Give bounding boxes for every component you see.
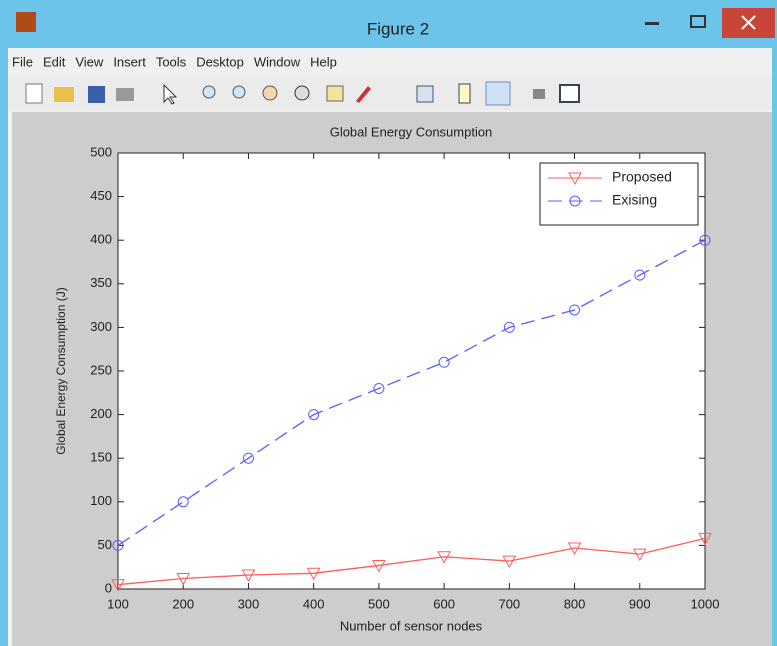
menu-item[interactable]: Window [254, 54, 301, 69]
y-tick-label: 350 [90, 275, 112, 290]
y-tick-label: 500 [90, 144, 112, 159]
y-tick-label: 250 [90, 362, 112, 377]
x-tick-label: 500 [368, 596, 390, 611]
marker [176, 573, 191, 586]
legend-icon[interactable] [485, 81, 511, 106]
legend-label: Proposed [612, 169, 672, 185]
link-icon[interactable] [416, 85, 434, 103]
menu-item[interactable]: Insert [113, 54, 146, 69]
pointer-icon[interactable] [163, 83, 178, 105]
brush-icon[interactable] [356, 86, 371, 103]
open-icon[interactable] [54, 87, 74, 102]
y-tick-label: 100 [90, 493, 112, 508]
menu-item[interactable]: Tools [156, 54, 187, 69]
menu-bar: File Edit View Insert Tools Desktop Window Help [12, 54, 337, 69]
x-tick-label: 200 [172, 596, 194, 611]
marker [437, 551, 451, 564]
toolbar [8, 76, 772, 110]
x-tick-label: 600 [433, 596, 455, 611]
marker [308, 409, 320, 421]
marker [177, 496, 189, 508]
print-icon[interactable] [116, 88, 134, 101]
chart-title: Global Energy Consumption [330, 124, 493, 139]
marker [699, 234, 711, 246]
toolbar-icons [25, 81, 580, 106]
x-tick-label: 700 [498, 596, 520, 611]
marker [242, 452, 254, 464]
marker [567, 542, 582, 556]
marker [306, 567, 321, 581]
marker [502, 555, 517, 569]
rotate-icon[interactable] [294, 85, 310, 101]
hide-tools-icon[interactable] [533, 89, 545, 99]
x-tick-label: 1000 [691, 596, 720, 611]
axes-box [117, 152, 706, 590]
legend-label: Exising [612, 192, 657, 208]
marker [112, 539, 124, 551]
x-axis-label: Number of sensor nodes [340, 618, 483, 633]
marker [569, 195, 581, 207]
zoom-out-icon[interactable] [232, 85, 246, 99]
marker [503, 321, 515, 333]
y-tick-label: 50 [98, 537, 112, 552]
marker [568, 172, 582, 186]
marker [569, 304, 581, 316]
minimize-button[interactable] [645, 22, 659, 25]
dock-icon[interactable] [559, 84, 580, 103]
maximize-button[interactable] [690, 15, 706, 28]
colorbar-icon[interactable] [458, 83, 471, 104]
close-icon [741, 15, 756, 30]
new-icon[interactable] [25, 83, 43, 104]
datacursor-icon[interactable] [326, 85, 344, 102]
marker [698, 532, 712, 546]
series-line [117, 537, 706, 586]
menu-item[interactable]: File [12, 54, 33, 69]
x-tick-label: 400 [303, 596, 325, 611]
marker [241, 569, 256, 583]
zoom-in-icon[interactable] [202, 85, 216, 99]
save-icon[interactable] [88, 86, 105, 103]
window-title: Figure 2 [367, 19, 429, 38]
y-tick-label: 450 [90, 188, 112, 203]
menu-item[interactable]: View [75, 54, 104, 69]
marker [372, 559, 386, 573]
marker [632, 548, 647, 562]
menu-item[interactable]: Desktop [196, 54, 244, 69]
legend-box [539, 162, 699, 226]
y-tick-label: 300 [90, 319, 112, 334]
x-tick-label: 300 [238, 596, 260, 611]
x-tick-label: 900 [629, 596, 651, 611]
x-tick-label: 800 [564, 596, 586, 611]
pan-icon[interactable] [262, 85, 278, 101]
marker [438, 356, 450, 368]
y-tick-label: 400 [90, 232, 112, 247]
menu-item[interactable]: Edit [43, 54, 66, 69]
y-tick-label: 150 [90, 450, 112, 465]
x-tick-label: 100 [107, 596, 129, 611]
marker [373, 382, 385, 394]
app-icon [16, 12, 36, 32]
y-tick-label: 200 [90, 406, 112, 421]
marker [634, 269, 646, 281]
marker [111, 579, 125, 592]
series-line [117, 239, 706, 546]
y-axis-label: Global Energy Consumption (J) [54, 287, 68, 454]
menu-item[interactable]: Help [310, 54, 337, 69]
y-tick-label: 0 [105, 580, 112, 595]
